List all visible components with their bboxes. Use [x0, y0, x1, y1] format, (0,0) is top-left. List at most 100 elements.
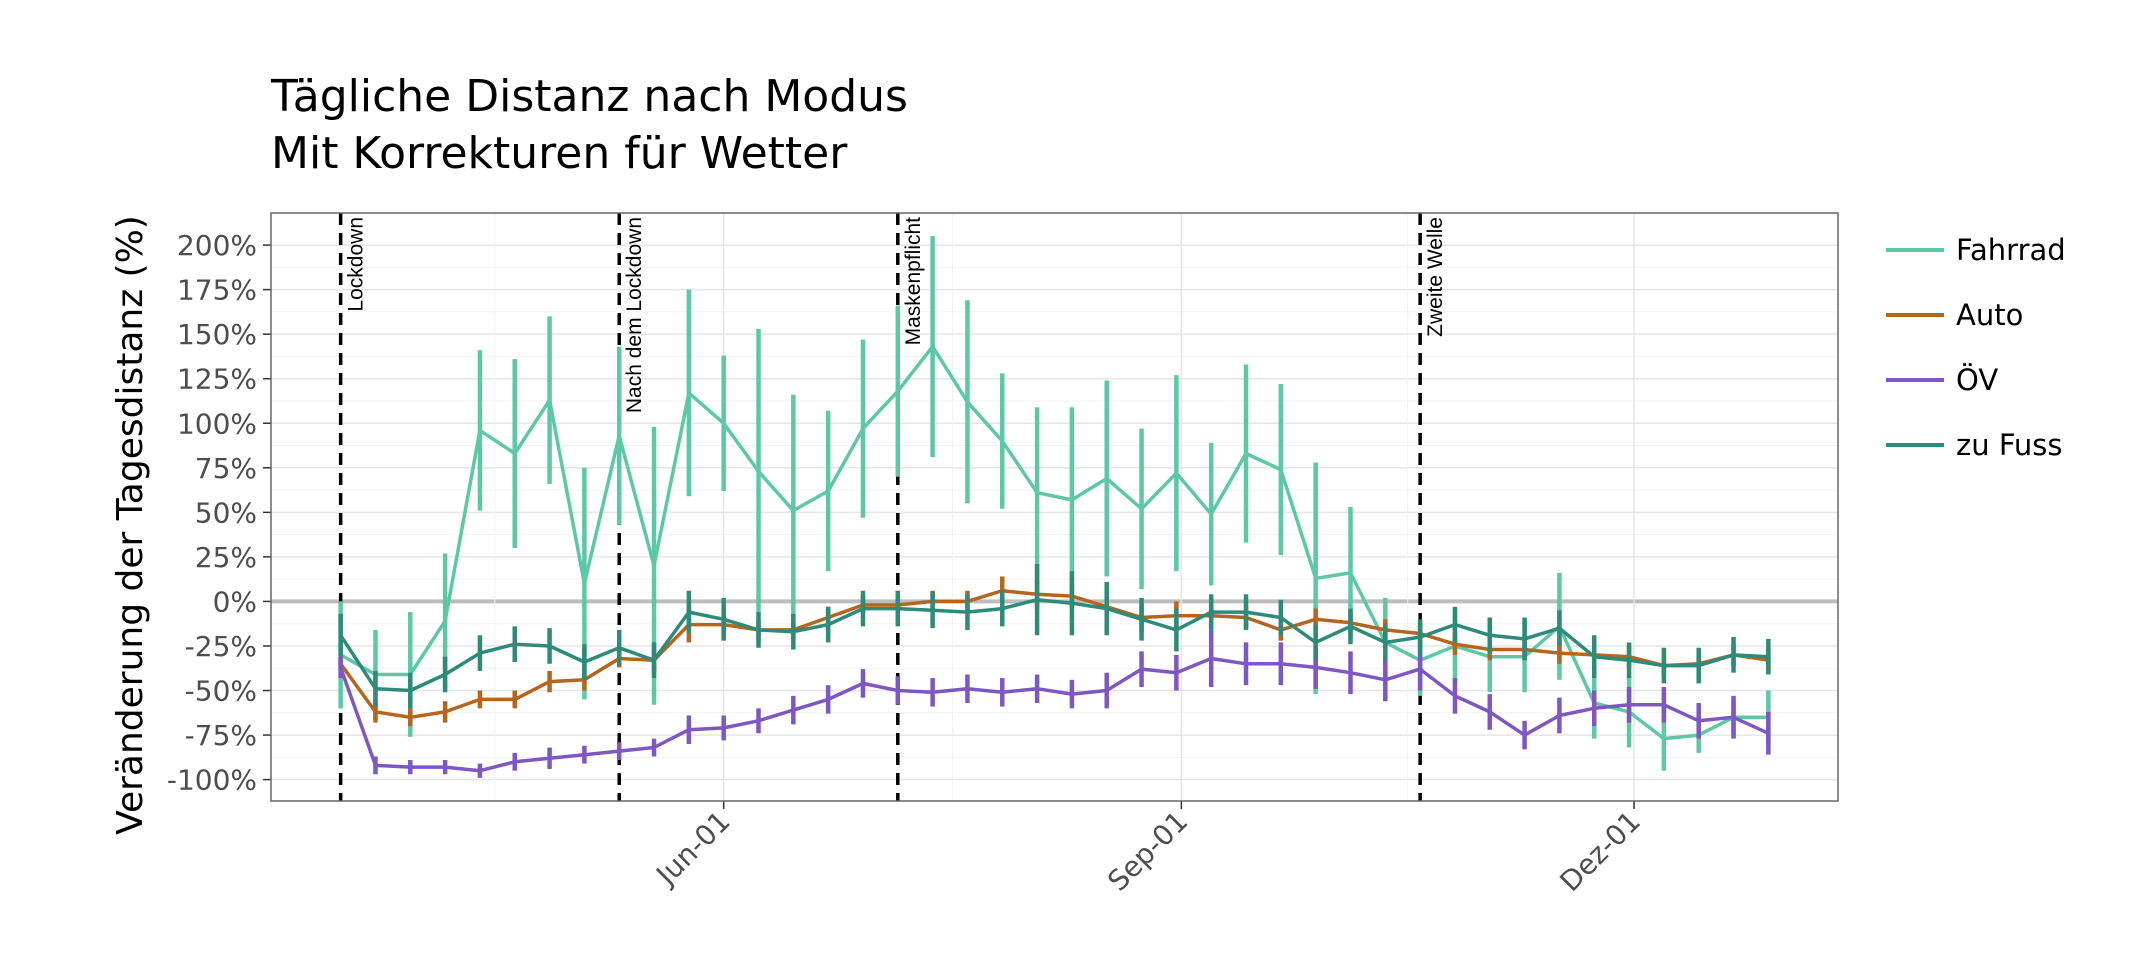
- y-tick-label: 75%: [195, 452, 257, 485]
- data-point: [373, 687, 377, 691]
- data-point: [861, 681, 865, 685]
- series-ÖV: [338, 629, 1771, 778]
- data-point: [757, 628, 761, 632]
- data-point: [373, 763, 377, 767]
- data-point: [1453, 694, 1457, 698]
- data-point: [1105, 607, 1109, 611]
- y-tick-label: -50%: [185, 675, 257, 708]
- data-point: [443, 765, 447, 769]
- data-point: [443, 710, 447, 714]
- y-tick-label: 175%: [177, 274, 257, 307]
- data-point: [1035, 491, 1039, 495]
- data-point: [1557, 713, 1561, 717]
- data-point: [1592, 655, 1596, 659]
- x-tick-label: Sep-01: [1101, 805, 1194, 898]
- data-point: [548, 680, 552, 684]
- data-point: [408, 715, 412, 719]
- data-point: [722, 617, 726, 621]
- data-point: [478, 697, 482, 701]
- data-point: [1314, 665, 1318, 669]
- data-point: [1592, 706, 1596, 710]
- data-point: [582, 660, 586, 664]
- data-point: [965, 687, 969, 691]
- data-point: [1418, 635, 1422, 639]
- data-point: [1383, 640, 1387, 644]
- event-label: Lockdown: [345, 217, 368, 312]
- data-point: [1174, 671, 1178, 675]
- data-point: [513, 697, 517, 701]
- data-point: [1070, 498, 1074, 502]
- data-point: [408, 765, 412, 769]
- data-point: [1209, 656, 1213, 660]
- data-point: [1279, 468, 1283, 472]
- y-tick-label: 0%: [213, 585, 257, 618]
- data-point: [1766, 731, 1770, 735]
- x-tick-label: Jun-01: [649, 805, 737, 893]
- y-tick-label: -75%: [185, 719, 257, 752]
- y-tick-label: -25%: [185, 630, 257, 663]
- y-tick-label: 100%: [177, 407, 257, 440]
- data-point: [1035, 687, 1039, 691]
- data-point: [861, 607, 865, 611]
- data-point: [513, 760, 517, 764]
- data-point: [1244, 610, 1248, 614]
- data-point: [1766, 655, 1770, 659]
- data-point: [652, 746, 656, 750]
- y-tick-label: -100%: [167, 764, 257, 797]
- data-point: [1732, 653, 1736, 657]
- data-point: [1348, 571, 1352, 575]
- data-point: [478, 428, 482, 432]
- data-point: [1174, 628, 1178, 632]
- data-point: [582, 582, 586, 586]
- data-point: [1140, 667, 1144, 671]
- data-point: [1627, 658, 1631, 662]
- series-zu Fuss: [338, 564, 1771, 709]
- legend: Fahrrad Auto ÖV zu Fuss: [1886, 233, 2066, 462]
- data-point: [513, 642, 517, 646]
- data-point: [757, 719, 761, 723]
- data-point: [1314, 576, 1318, 580]
- data-point: [582, 753, 586, 757]
- data-point: [826, 697, 830, 701]
- data-point: [1383, 678, 1387, 682]
- data-point: [548, 756, 552, 760]
- y-tick-label: 200%: [177, 229, 257, 262]
- data-point: [339, 633, 343, 637]
- data-point: [443, 619, 447, 623]
- data-point: [1279, 662, 1283, 666]
- data-point: [1105, 476, 1109, 480]
- data-point: [722, 421, 726, 425]
- event-label: Nach dem Lockdown: [623, 217, 646, 413]
- y-tick-label: 150%: [177, 318, 257, 351]
- data-point: [339, 665, 343, 669]
- data-point: [1000, 607, 1004, 611]
- data-point: [757, 469, 761, 473]
- data-point: [1732, 715, 1736, 719]
- data-point: [652, 564, 656, 568]
- event-label: Zweite Welle: [1424, 217, 1447, 337]
- data-point: [791, 509, 795, 513]
- data-point: [1174, 471, 1178, 475]
- chart-title-line-1: Tägliche Distanz nach Modus: [270, 71, 908, 122]
- y-tick-label: 25%: [195, 541, 257, 574]
- data-point: [1314, 640, 1318, 644]
- data-point: [896, 607, 900, 611]
- data-point: [965, 400, 969, 404]
- data-point: [443, 672, 447, 676]
- series-line: [338, 656, 1770, 773]
- data-point: [1209, 610, 1213, 614]
- series-layer: [338, 236, 1771, 778]
- data-point: [687, 610, 691, 614]
- data-point: [1105, 689, 1109, 693]
- data-point: [478, 769, 482, 773]
- legend-label: Auto: [1956, 298, 2023, 332]
- data-point: [1140, 507, 1144, 511]
- y-tick-label: 125%: [177, 363, 257, 396]
- data-point: [1662, 664, 1666, 668]
- series-line: [339, 588, 1769, 720]
- data-point: [722, 726, 726, 730]
- data-point: [965, 610, 969, 614]
- data-point: [1662, 703, 1666, 707]
- data-point: [478, 651, 482, 655]
